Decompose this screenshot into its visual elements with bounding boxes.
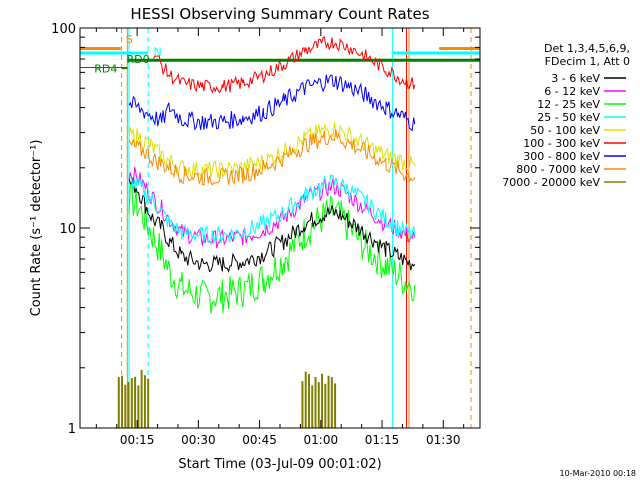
legend-label-6: 300 - 800 keV [523, 150, 600, 163]
event-markers [80, 28, 480, 428]
chart-title: HESSI Observing Summary Count Rates [130, 5, 429, 23]
series-line-0 [128, 177, 416, 273]
series-line-4 [128, 121, 416, 179]
series-line-3 [128, 174, 416, 246]
legend-label-7: 800 - 7000 keV [516, 163, 600, 176]
series-line-6 [128, 74, 416, 132]
series-line-7 [128, 129, 416, 186]
x-tick-label: 00:45 [242, 433, 277, 447]
legend-label-0: 3 - 6 keV [551, 72, 600, 85]
annotation-rd0: RD0 [127, 53, 150, 66]
y-tick-label: 1 [68, 422, 76, 437]
annotation-rd4: RD4 [94, 62, 117, 75]
series-line-5 [153, 36, 416, 94]
legend-header-line-1: Det 1,3,4,5,6,9, [544, 42, 630, 55]
legend-header-line-2: FDecim 1, Att 0 [545, 55, 630, 68]
series-line-1 [128, 166, 416, 249]
timestamp: 10-Mar-2010 00:18 [560, 469, 637, 478]
y-axis: 1 10 100 [51, 22, 480, 437]
series-lines [117, 36, 416, 428]
legend-label-2: 12 - 25 keV [537, 98, 600, 111]
plot-area [80, 28, 480, 428]
legend-label-1: 6 - 12 keV [544, 85, 600, 98]
legend-label-4: 50 - 100 keV [530, 124, 600, 137]
x-tick-label: 01:00 [304, 433, 339, 447]
annotation-n: N [153, 45, 161, 58]
y-tick-label: 100 [51, 22, 76, 37]
y-axis-label: Count Rate (s⁻¹ detector⁻¹) [29, 140, 44, 317]
x-tick-label: 01:15 [365, 433, 400, 447]
legend-label-3: 25 - 50 keV [537, 111, 600, 124]
annotation-s: S [126, 33, 133, 46]
legend-label-8: 7000 - 20000 keV [502, 176, 600, 189]
y-tick-label: 10 [59, 222, 76, 237]
x-axis: 00:15 00:30 00:45 01:00 01:15 01:30 [95, 28, 465, 447]
x-tick-label: 00:30 [181, 433, 216, 447]
x-axis-label: Start Time (03-Jul-09 00:01:02) [178, 457, 381, 472]
x-tick-label: 01:30 [426, 433, 461, 447]
plot-frame [79, 27, 481, 429]
legend: Det 1,3,4,5,6,9, FDecim 1, Att 0 3 - 6 k… [502, 42, 630, 189]
x-tick-label: 00:15 [120, 433, 155, 447]
legend-label-5: 100 - 300 keV [523, 137, 600, 150]
